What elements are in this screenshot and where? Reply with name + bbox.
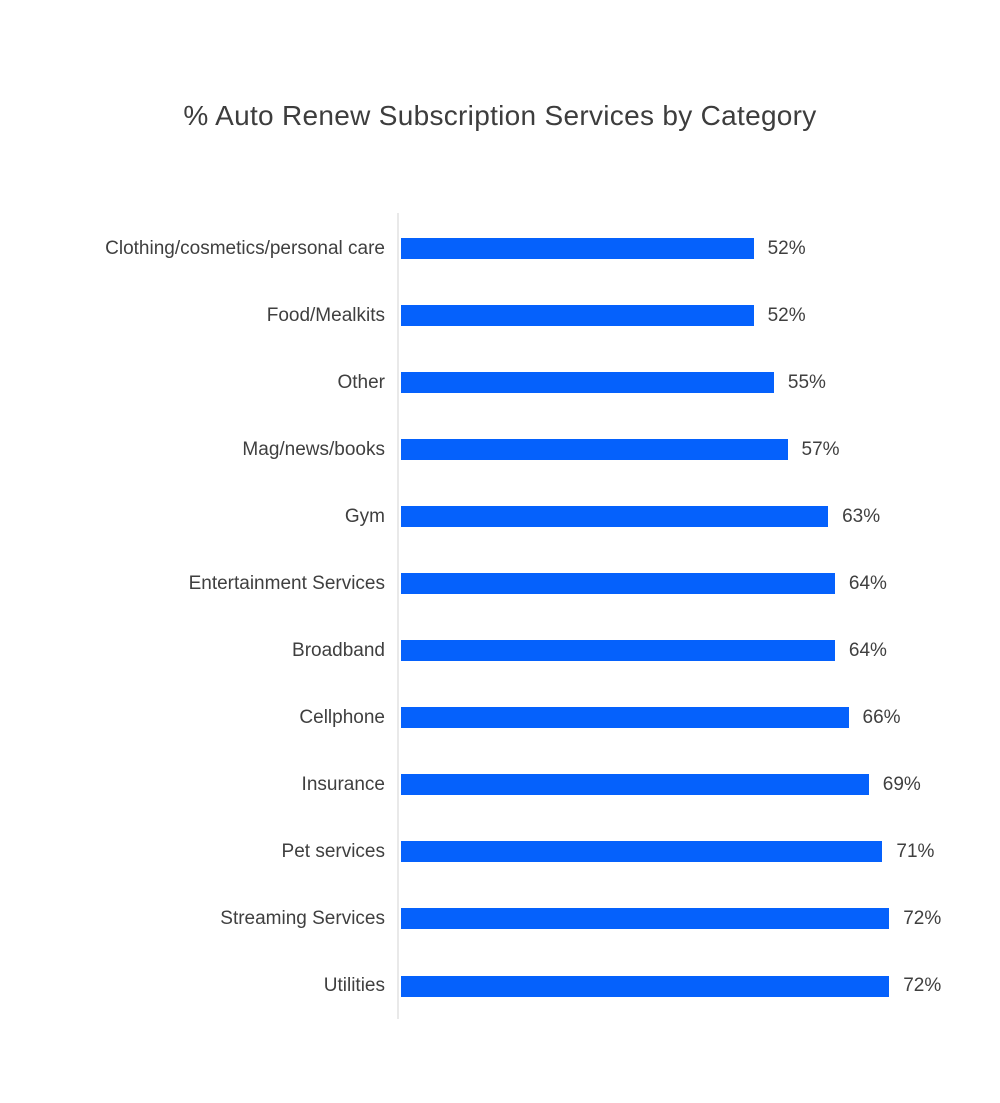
bar xyxy=(401,238,754,260)
bar-row: Broadband 64% xyxy=(0,617,1000,684)
bar-row: Gym 63% xyxy=(0,483,1000,550)
value-label: 72% xyxy=(903,975,942,997)
category-label: Other xyxy=(337,371,385,393)
chart-title: % Auto Renew Subscription Services by Ca… xyxy=(183,100,817,131)
bar xyxy=(401,439,788,461)
value-label: 71% xyxy=(896,840,935,862)
value-label: 52% xyxy=(767,304,806,326)
value-label: 64% xyxy=(848,572,887,594)
y-axis-line xyxy=(397,213,399,1019)
category-label: Broadband xyxy=(292,639,385,661)
value-label: 52% xyxy=(767,237,806,259)
value-label: 57% xyxy=(801,438,840,460)
bar-row: Clothing/cosmetics/personal care 52% xyxy=(0,215,1000,282)
category-label: Insurance xyxy=(301,773,385,795)
bar-row: Entertainment Services 64% xyxy=(0,550,1000,617)
bar-row: Other 55% xyxy=(0,349,1000,416)
bar-row: Food/Mealkits 52% xyxy=(0,282,1000,349)
bar xyxy=(401,640,835,662)
category-label: Food/Mealkits xyxy=(266,304,385,326)
value-label: 69% xyxy=(882,773,921,795)
category-label: Clothing/cosmetics/personal care xyxy=(105,237,385,259)
category-label: Cellphone xyxy=(299,706,385,728)
bar-chart: Clothing/cosmetics/personal care 52% Food/… xyxy=(0,215,1000,1020)
value-label: 72% xyxy=(903,907,942,929)
bar xyxy=(401,506,829,528)
bar xyxy=(401,774,869,796)
bar xyxy=(401,372,774,394)
bar xyxy=(401,707,849,729)
value-label: 63% xyxy=(842,505,881,527)
category-label: Utilities xyxy=(323,975,385,997)
bar-row: Utilities 72% xyxy=(0,953,1000,1020)
category-label: Entertainment Services xyxy=(188,572,385,594)
value-label: 55% xyxy=(787,371,826,393)
bar xyxy=(401,305,754,327)
bar xyxy=(401,573,835,595)
bar-row: Streaming Services 72% xyxy=(0,885,1000,952)
category-label: Mag/news/books xyxy=(242,438,385,460)
bar xyxy=(401,841,883,863)
value-label: 66% xyxy=(862,706,901,728)
bar xyxy=(401,908,890,930)
bar-row: Mag/news/books 57% xyxy=(0,416,1000,483)
bar-row: Pet services 71% xyxy=(0,818,1000,885)
category-label: Pet services xyxy=(281,840,385,862)
value-label: 64% xyxy=(848,639,887,661)
category-label: Gym xyxy=(344,505,385,527)
bar xyxy=(401,975,890,997)
category-label: Streaming Services xyxy=(220,907,385,929)
bar-row: Insurance 69% xyxy=(0,751,1000,818)
bar-row: Cellphone 66% xyxy=(0,684,1000,751)
